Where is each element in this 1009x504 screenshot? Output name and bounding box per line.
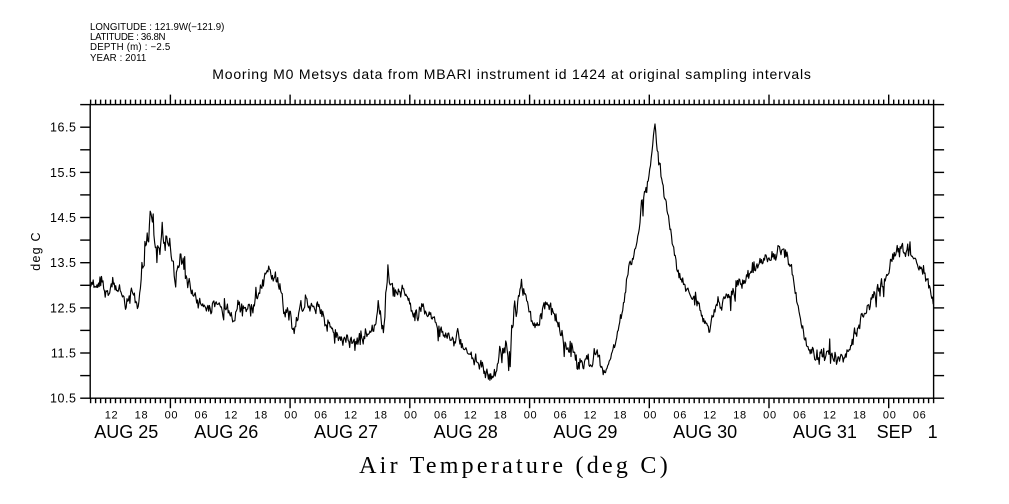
svg-text:12: 12	[464, 410, 478, 422]
svg-text:AUG 30: AUG 30	[673, 422, 737, 442]
svg-text:00: 00	[404, 410, 418, 422]
svg-text:1: 1	[928, 422, 938, 442]
svg-text:SEP: SEP	[877, 422, 913, 442]
svg-text:AUG 28: AUG 28	[434, 422, 498, 442]
svg-text:18: 18	[853, 410, 867, 422]
svg-text:15.5: 15.5	[50, 166, 77, 180]
svg-text:18: 18	[733, 410, 747, 422]
svg-text:12: 12	[823, 410, 837, 422]
svg-text:AUG 31: AUG 31	[793, 422, 857, 442]
svg-text:12: 12	[105, 410, 119, 422]
svg-text:06: 06	[554, 410, 568, 422]
svg-text:18: 18	[254, 410, 268, 422]
svg-text:14.5: 14.5	[50, 211, 77, 225]
svg-text:12: 12	[703, 410, 717, 422]
svg-text:AUG 25: AUG 25	[94, 422, 158, 442]
svg-text:11.5: 11.5	[51, 347, 77, 361]
svg-text:06: 06	[314, 410, 328, 422]
svg-text:13.5: 13.5	[50, 256, 77, 270]
svg-text:00: 00	[165, 410, 179, 422]
svg-text:18: 18	[494, 410, 508, 422]
svg-text:12: 12	[224, 410, 238, 422]
svg-text:06: 06	[913, 410, 927, 422]
svg-text:12: 12	[344, 410, 358, 422]
svg-text:10.5: 10.5	[50, 392, 77, 406]
svg-text:18: 18	[374, 410, 388, 422]
svg-text:06: 06	[434, 410, 448, 422]
svg-text:AUG 26: AUG 26	[194, 422, 258, 442]
svg-text:06: 06	[195, 410, 209, 422]
svg-text:AUG 29: AUG 29	[553, 422, 617, 442]
svg-text:16.5: 16.5	[50, 121, 77, 135]
svg-text:12.5: 12.5	[50, 301, 77, 315]
svg-text:06: 06	[793, 410, 807, 422]
svg-text:00: 00	[643, 410, 657, 422]
svg-text:AUG 27: AUG 27	[314, 422, 378, 442]
svg-text:deg C: deg C	[29, 231, 43, 270]
svg-text:18: 18	[614, 410, 628, 422]
svg-text:06: 06	[673, 410, 687, 422]
svg-text:00: 00	[763, 410, 777, 422]
svg-text:12: 12	[584, 410, 598, 422]
svg-text:00: 00	[524, 410, 538, 422]
svg-text:00: 00	[284, 410, 298, 422]
svg-text:00: 00	[883, 410, 897, 422]
svg-text:18: 18	[135, 410, 149, 422]
